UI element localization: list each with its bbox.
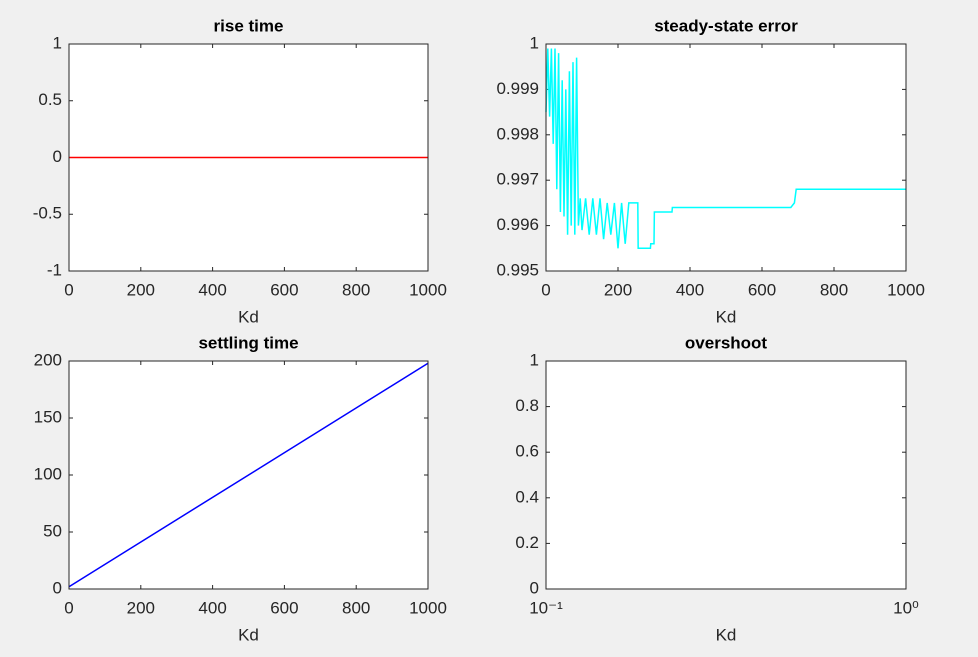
y-tick-label: 0.6 bbox=[515, 442, 539, 461]
subplot-title: steady-state error bbox=[654, 16, 798, 35]
y-tick-label: 50 bbox=[43, 521, 62, 540]
y-tick-label: 150 bbox=[34, 407, 62, 426]
x-tick-label: 400 bbox=[676, 280, 704, 299]
x-tick-label: 600 bbox=[270, 280, 298, 299]
x-axis-label: Kd bbox=[716, 625, 737, 644]
subplot: settling time Kd 0 200 400 600 800 1000 0 50 100 15… bbox=[34, 333, 447, 644]
axes-box bbox=[545, 43, 907, 272]
y-tick-label: 200 bbox=[34, 350, 62, 369]
x-tick-label: 1000 bbox=[409, 598, 447, 617]
axes-box bbox=[68, 43, 429, 272]
y-tick-label: 0 bbox=[530, 578, 539, 597]
subplot: rise time Kd 0 200 400 600 800 1000 -1 -0.5 0 0.5 1 bbox=[33, 16, 447, 326]
y-tick-label: -0.5 bbox=[33, 204, 62, 223]
y-tick-label: 1 bbox=[530, 350, 539, 369]
subplot-title: settling time bbox=[198, 333, 298, 352]
x-tick-label: 200 bbox=[604, 280, 632, 299]
x-tick-label: 600 bbox=[270, 598, 298, 617]
x-tick-label: 400 bbox=[198, 598, 226, 617]
y-tick-label: 0 bbox=[53, 578, 62, 597]
x-tick-label: 10⁻¹ bbox=[529, 598, 563, 617]
subplot-title: rise time bbox=[214, 16, 284, 35]
y-tick-label: 1 bbox=[53, 33, 62, 52]
x-axis-label: Kd bbox=[238, 307, 259, 326]
y-tick-label: 0.8 bbox=[515, 396, 539, 415]
y-tick-label: 0.995 bbox=[496, 260, 539, 279]
x-tick-label: 200 bbox=[127, 280, 155, 299]
y-tick-label: 0.5 bbox=[38, 90, 62, 109]
y-tick-label: 0.999 bbox=[496, 79, 539, 98]
x-tick-label: 1000 bbox=[887, 280, 925, 299]
x-tick-label: 800 bbox=[820, 280, 848, 299]
x-tick-label: 800 bbox=[342, 598, 370, 617]
y-tick-label: 0.997 bbox=[496, 170, 539, 189]
y-tick-label: 0.996 bbox=[496, 215, 539, 234]
x-tick-label: 1000 bbox=[409, 280, 447, 299]
y-tick-label: 0.998 bbox=[496, 124, 539, 143]
y-tick-label: -1 bbox=[47, 260, 62, 279]
y-tick-label: 0.4 bbox=[515, 487, 539, 506]
subplot-title: overshoot bbox=[685, 333, 768, 352]
x-tick-label: 800 bbox=[342, 280, 370, 299]
x-axis-label: Kd bbox=[716, 307, 737, 326]
axes-box bbox=[545, 360, 907, 590]
x-tick-label: 0 bbox=[541, 280, 550, 299]
plot-area bbox=[546, 361, 906, 589]
subplot: overshoot Kd 10⁻¹ 10⁰ 0 0.2 0.4 0.6 0.8 1 bbox=[515, 333, 919, 644]
x-tick-label: 600 bbox=[748, 280, 776, 299]
x-tick-label: 10⁰ bbox=[893, 598, 919, 617]
x-tick-label: 0 bbox=[64, 598, 73, 617]
plot-area bbox=[546, 44, 906, 271]
y-tick-label: 100 bbox=[34, 464, 62, 483]
axes-box bbox=[68, 360, 429, 590]
data-line bbox=[545, 48, 906, 250]
y-tick-label: 0 bbox=[53, 147, 62, 166]
x-tick-label: 200 bbox=[127, 598, 155, 617]
y-tick-label: 1 bbox=[530, 33, 539, 52]
x-tick-label: 0 bbox=[64, 280, 73, 299]
subplot: steady-state error Kd 0 200 400 600 800 1000 0.9… bbox=[496, 16, 924, 326]
x-tick-label: 400 bbox=[198, 280, 226, 299]
y-tick-label: 0.2 bbox=[515, 533, 539, 552]
x-axis-label: Kd bbox=[238, 625, 259, 644]
data-line bbox=[68, 362, 429, 588]
